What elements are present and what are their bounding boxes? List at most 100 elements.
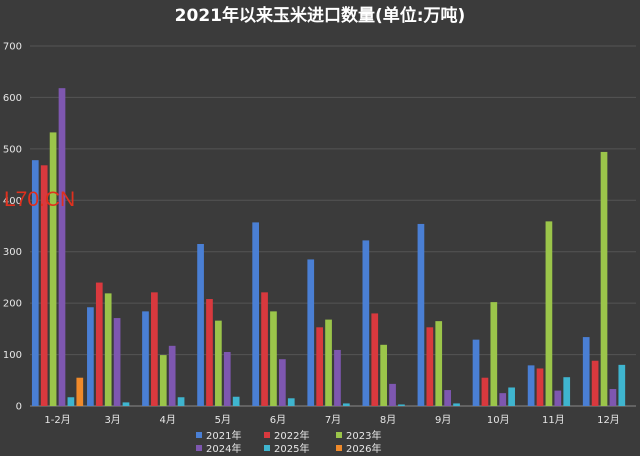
legend-item: 2025年 — [264, 442, 309, 455]
x-tick-label: 3月 — [104, 414, 120, 426]
legend-item: 2026年 — [336, 442, 381, 455]
bar — [151, 292, 158, 406]
bar — [472, 339, 480, 406]
bar — [177, 397, 185, 406]
bar — [389, 383, 396, 406]
bar — [536, 368, 544, 406]
bar — [444, 390, 451, 406]
bar — [316, 327, 323, 406]
bar — [31, 160, 39, 406]
y-tick-label: 600 — [3, 93, 22, 104]
bar — [334, 349, 341, 406]
bars — [31, 88, 626, 407]
bar — [618, 364, 626, 406]
legend-label: 2024年 — [206, 442, 241, 455]
bar — [232, 396, 240, 406]
bar — [563, 377, 571, 406]
legend-label: 2021年 — [206, 429, 241, 442]
legend-swatch — [336, 445, 342, 451]
bar — [159, 355, 167, 406]
legend-label: 2025年 — [274, 442, 309, 455]
bar — [168, 345, 176, 406]
legend: 2021年 2022年 2023年 2024年 2025年 2026年 — [196, 429, 381, 455]
y-tick-label: 400 — [3, 196, 22, 207]
bar — [206, 299, 213, 406]
x-tick-label: 8月 — [380, 414, 396, 426]
legend-item: 2024年 — [196, 442, 241, 455]
bar — [252, 222, 260, 406]
bar — [609, 389, 617, 406]
bar — [122, 402, 130, 406]
x-tick-label: 12月 — [597, 414, 620, 426]
bar — [58, 88, 66, 407]
bar — [307, 259, 315, 406]
bar — [197, 244, 204, 406]
x-tick-label: 5月 — [215, 414, 231, 426]
x-tick-label: 1-2月 — [44, 414, 70, 426]
legend-label: 2022年 — [274, 429, 309, 442]
bar — [67, 397, 75, 406]
watermark: L70.CN — [4, 188, 75, 211]
chart-title: 2021年以来玉米进口数量(单位:万吨) — [175, 5, 466, 26]
legend-swatch — [196, 445, 202, 451]
bar — [398, 404, 405, 406]
bar — [76, 377, 84, 406]
y-tick-label: 700 — [3, 42, 22, 53]
bar — [325, 319, 332, 406]
legend-item: 2023年 — [336, 429, 381, 442]
bar — [453, 403, 460, 406]
bar — [362, 240, 370, 406]
bar — [490, 302, 498, 406]
y-tick-label: 100 — [3, 350, 22, 361]
legend-swatch — [264, 432, 270, 438]
y-tick-label: 300 — [3, 247, 22, 258]
bar — [508, 387, 515, 406]
x-tick-label: 6月 — [270, 414, 286, 426]
bar — [270, 311, 277, 406]
x-tick-label: 7月 — [325, 414, 341, 426]
bar — [545, 221, 553, 406]
bar — [371, 313, 379, 406]
bar — [600, 151, 608, 406]
legend-label: 2026年 — [346, 442, 381, 455]
x-axis: 1-2月 3月 4月 5月 6月 7月 8月 9月 10月 11月 12月 — [44, 414, 619, 426]
bar — [481, 377, 489, 406]
bar — [113, 318, 121, 406]
bar — [582, 337, 590, 406]
bar — [261, 292, 268, 406]
bar — [554, 390, 562, 406]
bar — [435, 321, 443, 406]
y-tick-label: 200 — [3, 299, 22, 310]
bar — [499, 393, 507, 406]
bar — [591, 360, 599, 406]
x-tick-label: 11月 — [542, 414, 565, 426]
bar — [417, 223, 425, 406]
legend-swatch — [264, 445, 270, 451]
x-tick-label: 9月 — [435, 414, 451, 426]
bar — [343, 403, 350, 406]
bar — [40, 165, 48, 406]
y-tick-label: 500 — [3, 144, 22, 155]
bar — [426, 327, 434, 406]
bar — [215, 320, 222, 406]
bar — [287, 398, 295, 406]
bar — [527, 365, 535, 406]
bar — [380, 344, 387, 406]
y-tick-label: 0 — [16, 402, 22, 413]
bar — [95, 282, 103, 406]
legend-swatch — [336, 432, 342, 438]
bar — [223, 352, 231, 406]
legend-item: 2022年 — [264, 429, 309, 442]
x-tick-label: 10月 — [487, 414, 510, 426]
legend-item: 2021年 — [196, 429, 241, 442]
bar — [49, 132, 57, 406]
bar — [279, 359, 286, 406]
legend-swatch — [196, 432, 202, 438]
gridlines — [30, 45, 636, 407]
bar — [142, 311, 149, 406]
bar — [104, 293, 112, 406]
legend-label: 2023年 — [346, 429, 381, 442]
y-axis: 0 100 200 300 400 500 600 700 — [3, 42, 22, 413]
x-tick-label: 4月 — [160, 414, 176, 426]
